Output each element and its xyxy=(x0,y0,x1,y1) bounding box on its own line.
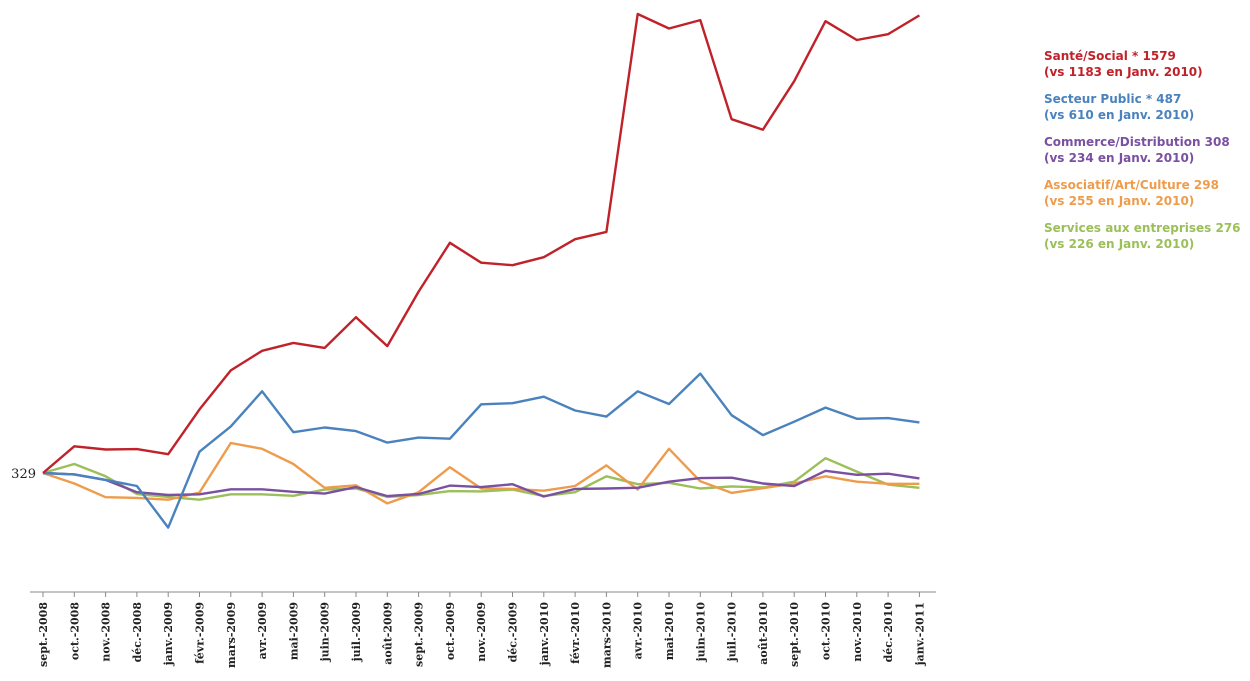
legend-label-public: Secteur Public * 487 xyxy=(1044,92,1182,106)
x-tick-label: juin-2010 xyxy=(694,602,707,663)
x-tick-label: juin-2009 xyxy=(319,602,332,662)
x-tick-label: déc.-2008 xyxy=(131,602,144,663)
x-tick-label: sept.-2009 xyxy=(413,602,426,667)
legend-item-sante: Santé/Social * 1579 (vs 1183 en Janv. 20… xyxy=(1044,48,1250,80)
x-tick-label: juil.-2010 xyxy=(726,602,739,663)
series-line-services xyxy=(42,457,920,501)
x-tick-label: août-2009 xyxy=(381,602,394,665)
legend-label-sante: Santé/Social * 1579 xyxy=(1044,49,1176,63)
legend-note-services: (vs 226 en Janv. 2010) xyxy=(1044,237,1195,251)
legend-item-commerce: Commerce/Distribution 308 (vs 234 en Jan… xyxy=(1044,134,1250,166)
legend-note-public: (vs 610 en Janv. 2010) xyxy=(1044,108,1195,122)
legend-item-asso: Associatif/Art/Culture 298 (vs 255 en Ja… xyxy=(1044,177,1250,209)
x-tick-label: avr.-2009 xyxy=(256,602,269,659)
x-tick-label: mai-2009 xyxy=(287,602,300,660)
legend-label-asso: Associatif/Art/Culture 298 xyxy=(1044,178,1219,192)
x-tick-label: sept.-2010 xyxy=(788,602,801,667)
x-axis-tick-labels: sept.-2008 oct.-2008 nov.-2008 déc.-2008 jan… xyxy=(37,602,926,668)
x-tick-label: févr.-2009 xyxy=(194,602,207,664)
x-tick-label: oct.-2010 xyxy=(820,602,833,660)
legend-label-services: Services aux entreprises 276 xyxy=(1044,221,1241,235)
x-tick-label: mai-2010 xyxy=(663,602,676,660)
legend-item-services: Services aux entreprises 276 (vs 226 en … xyxy=(1044,220,1250,252)
x-tick-label: sept.-2008 xyxy=(37,602,50,667)
legend-note-asso: (vs 255 en Janv. 2010) xyxy=(1044,194,1195,208)
x-tick-label: févr.-2010 xyxy=(569,602,582,664)
legend-note-sante: (vs 1183 en Janv. 2010) xyxy=(1044,65,1203,79)
x-tick-label: janv.-2009 xyxy=(162,602,175,666)
legend-note-commerce: (vs 234 en Janv. 2010) xyxy=(1044,151,1195,165)
legend-label-commerce: Commerce/Distribution 308 xyxy=(1044,135,1230,149)
x-tick-label: nov.-2008 xyxy=(100,602,113,662)
chart-legend: Santé/Social * 1579 (vs 1183 en Janv. 20… xyxy=(1044,48,1250,263)
start-value-label: 329 xyxy=(11,467,36,482)
x-tick-label: déc.-2010 xyxy=(882,602,895,663)
series-line-commerce xyxy=(42,469,920,498)
x-axis-ticks xyxy=(42,592,920,597)
x-tick-label: janv.-2010 xyxy=(538,602,551,667)
x-tick-label: nov.-2010 xyxy=(851,602,864,662)
x-tick-label: déc.-2009 xyxy=(507,602,520,662)
series-line-public xyxy=(42,372,920,529)
x-tick-label: août-2010 xyxy=(757,602,770,665)
series-lines xyxy=(42,12,921,529)
series-line-sante xyxy=(42,12,921,474)
x-tick-label: oct.-2009 xyxy=(444,602,457,660)
x-tick-label: avr.-2010 xyxy=(632,602,645,660)
x-tick-label: mars-2009 xyxy=(225,602,238,668)
x-tick-label: janv.-2011 xyxy=(913,602,926,666)
x-tick-label: mars-2010 xyxy=(600,602,613,668)
legend-item-public: Secteur Public * 487 (vs 610 en Janv. 20… xyxy=(1044,91,1250,123)
x-tick-label: juil.-2009 xyxy=(350,602,363,662)
x-tick-label: nov.-2009 xyxy=(475,602,488,662)
x-tick-label: oct.-2008 xyxy=(68,602,81,660)
